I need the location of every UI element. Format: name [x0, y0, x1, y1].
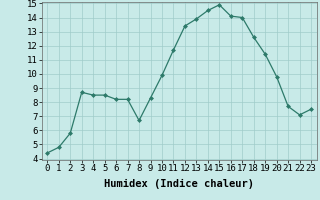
X-axis label: Humidex (Indice chaleur): Humidex (Indice chaleur): [104, 179, 254, 189]
